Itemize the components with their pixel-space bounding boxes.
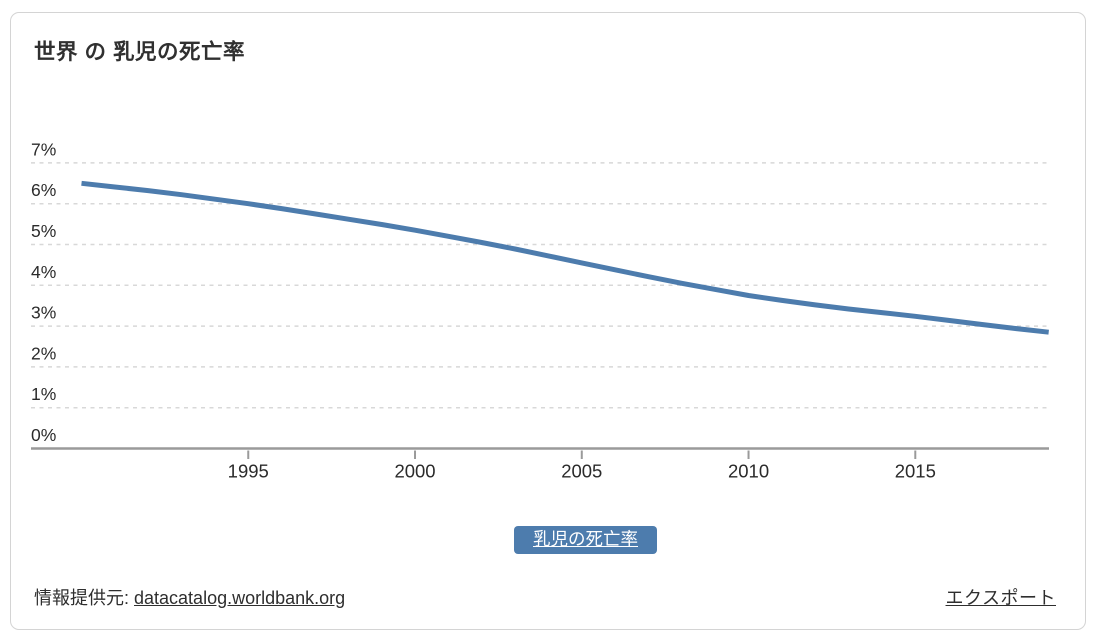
- x-axis-label: 1995: [228, 461, 269, 482]
- x-axis-label: 2005: [561, 461, 602, 482]
- y-axis-label: 7%: [31, 139, 56, 159]
- y-axis-label: 2%: [31, 343, 56, 363]
- legend-button-infant-mortality-rate[interactable]: 乳児の死亡率: [514, 526, 657, 554]
- source-prefix-label: 情報提供元:: [34, 588, 135, 608]
- y-axis-labels: 0% 1% 2% 3% 4% 5% 6% 7%: [31, 139, 56, 445]
- y-axis-label: 5%: [31, 221, 56, 241]
- line-chart: 0% 1% 2% 3% 4% 5% 6% 7% 1995 2000 2005 2010 2015: [31, 139, 1049, 482]
- x-axis-labels: 1995 2000 2005 2010 2015: [228, 461, 936, 482]
- y-gridlines: [31, 162, 1049, 409]
- export-link[interactable]: エクスポート: [945, 588, 1056, 608]
- x-axis-label: 2000: [394, 461, 435, 482]
- y-axis-label: 0%: [31, 425, 56, 445]
- y-axis-label: 1%: [31, 384, 56, 404]
- result-card: 世界 の 乳児の死亡率 0% 1% 2% 3% 4% 5% 6% 7% 1995 2000 200…: [10, 12, 1086, 630]
- y-axis-label: 6%: [31, 180, 56, 200]
- x-axis-label: 2010: [728, 461, 769, 482]
- y-axis-label: 3%: [31, 303, 56, 323]
- data-series: [81, 180, 1049, 335]
- source-attribution: 情報提供元: datacatalog.worldbank.org: [34, 584, 345, 610]
- x-axis-label: 2015: [895, 461, 936, 482]
- source-link[interactable]: datacatalog.worldbank.org: [134, 588, 346, 608]
- chart-title: 世界 の 乳児の死亡率: [34, 40, 245, 64]
- data-line-infant-mortality: [81, 180, 1049, 335]
- y-axis-label: 4%: [31, 262, 56, 282]
- x-axis-ticks: [247, 450, 917, 459]
